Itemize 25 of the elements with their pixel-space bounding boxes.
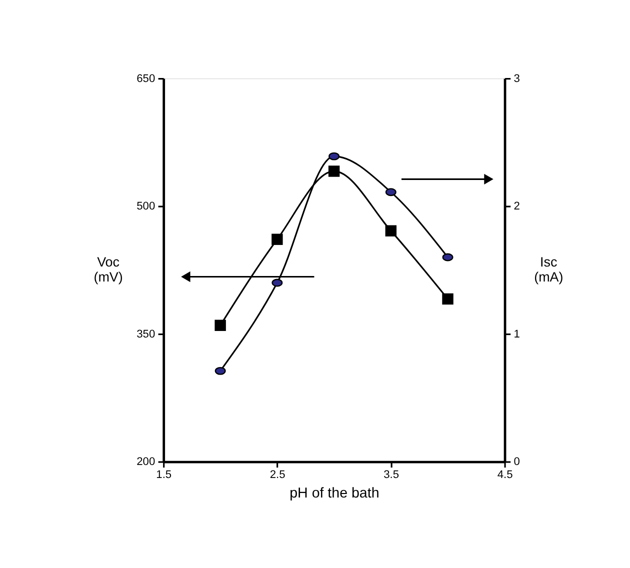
x-tick-label: 4.5: [497, 468, 513, 481]
y-tick-label: 650: [136, 72, 156, 85]
y2-tick-label: 3: [514, 72, 520, 85]
point: [385, 225, 397, 236]
x-tick-label: 1.5: [156, 468, 172, 481]
x-axis-title: pH of the bath: [290, 486, 380, 502]
y2-tick-label: 0: [514, 456, 520, 468]
y-tick-label: 350: [136, 328, 156, 340]
point: [272, 278, 283, 287]
point: [214, 366, 226, 375]
point: [328, 166, 340, 177]
point: [385, 188, 396, 196]
point: [442, 253, 454, 262]
point: [214, 320, 226, 331]
y2-tick-label: 1: [514, 328, 520, 340]
y-tick-label: 500: [136, 200, 156, 213]
x-tick-label: 3.5: [384, 468, 400, 481]
x-tick-label: 2.5: [270, 468, 286, 481]
y2-tick-label: 2: [514, 200, 520, 213]
point: [328, 152, 340, 160]
y-tick-label: 200: [136, 456, 156, 468]
y2-axis-title: Isc (mA): [534, 254, 564, 285]
y-axis-title: Voc (mV): [94, 254, 123, 285]
point: [442, 293, 454, 305]
point: [272, 234, 283, 245]
